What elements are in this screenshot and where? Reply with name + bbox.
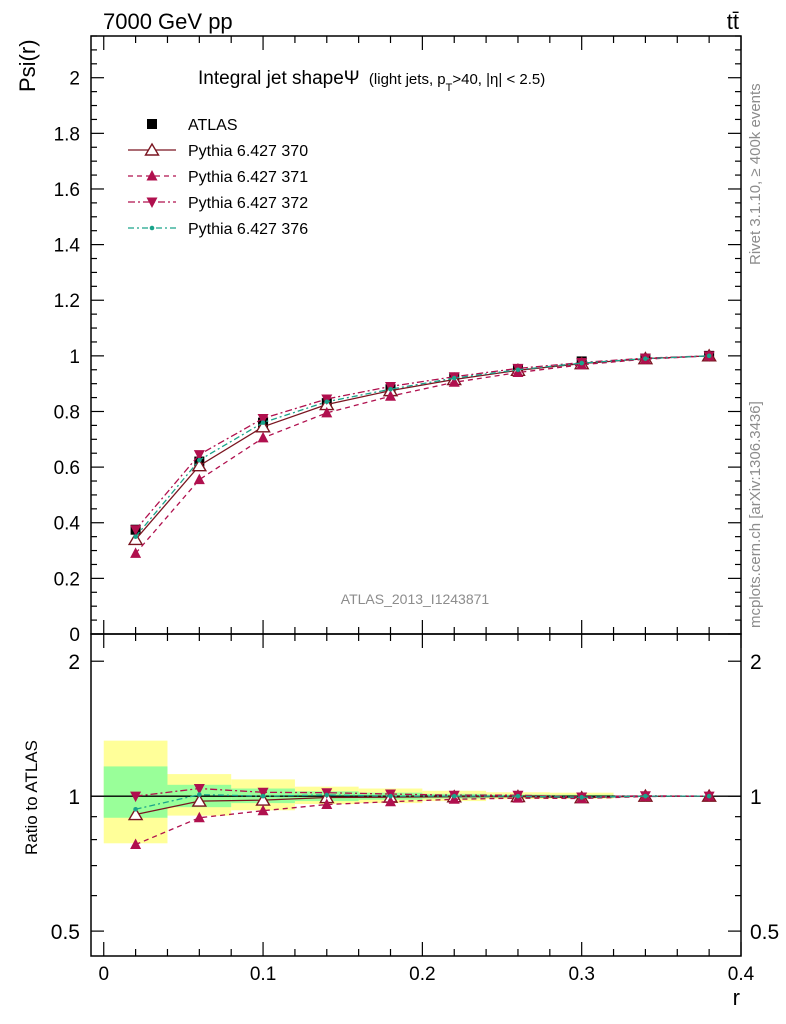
main-ytick-label: 1 xyxy=(69,347,80,368)
main-data-point xyxy=(515,367,521,373)
main-data-point xyxy=(324,399,330,405)
ratio-data-point xyxy=(579,795,584,800)
main-data-point xyxy=(388,386,393,392)
xtick-label: 0.2 xyxy=(409,964,435,985)
legend-marker xyxy=(146,170,158,181)
main-data-point xyxy=(579,360,584,366)
ratio-data-point xyxy=(257,787,269,799)
main-data-point xyxy=(643,356,648,361)
ratio-data-point xyxy=(191,793,208,807)
main-data-point xyxy=(451,375,457,381)
xtick-label: 0.1 xyxy=(250,964,276,985)
legend-label: Pythia 6.427 370 xyxy=(188,143,308,160)
legend-marker xyxy=(149,225,155,231)
ratio-series-line xyxy=(135,795,710,846)
main-series-line xyxy=(135,355,710,538)
main-ytick-label: 0 xyxy=(69,625,80,646)
ratio-ytick-label-right: 0.5 xyxy=(750,921,779,944)
main-data-point xyxy=(385,390,397,401)
legend-label: Pythia 6.427 372 xyxy=(188,195,308,212)
main-ytick-label: 1.6 xyxy=(54,180,80,201)
xtick-label: 0 xyxy=(98,964,109,985)
series-group xyxy=(127,348,717,850)
process-label: tt̄ xyxy=(727,9,739,34)
main-data-point xyxy=(255,419,271,433)
main-data-point xyxy=(130,547,142,558)
ratio-data-point xyxy=(706,793,712,799)
main-ytick-label: 0.4 xyxy=(54,514,81,535)
main-ytick-label: 1.2 xyxy=(54,291,80,312)
main-ylabel: Psi(r) xyxy=(15,39,40,92)
main-series-line xyxy=(135,355,710,540)
rivet-label: Rivet 3.1.10, ≥ 400k events xyxy=(747,83,764,265)
title-main: Integral jet shapeΨ xyxy=(198,68,360,89)
main-data-point xyxy=(257,413,269,425)
xtick-label: 0.4 xyxy=(728,964,755,985)
x-axis-label: r xyxy=(733,985,740,1010)
ratio-ytick-label: 2 xyxy=(68,651,80,674)
main-data-point xyxy=(193,450,205,461)
main-data-point xyxy=(197,457,202,463)
main-data-point xyxy=(706,353,712,359)
ratio-panel-frame xyxy=(90,633,742,957)
mcplots-label: mcplots.cern.ch [arXiv:1306.3436] xyxy=(747,401,764,628)
main-data-point xyxy=(191,458,208,472)
ratio-series-line xyxy=(135,793,710,810)
ratio-data-point xyxy=(324,792,330,798)
ratio-data-point xyxy=(197,792,202,797)
legend-label: Pythia 6.427 376 xyxy=(188,221,308,238)
ratio-data-point xyxy=(257,804,269,816)
main-ytick-label: 0.6 xyxy=(54,458,80,479)
ratio-data-point xyxy=(133,806,138,812)
ratio-series-line xyxy=(135,787,710,798)
ratio-data-point xyxy=(193,784,205,795)
ratio-data-point xyxy=(260,793,266,799)
energy-label: 7000 GeV pp xyxy=(103,9,233,34)
main-data-point xyxy=(257,431,269,443)
main-ytick-label: 1.8 xyxy=(54,124,80,145)
main-data-point xyxy=(321,406,333,418)
main-data-point xyxy=(133,534,138,539)
ratio-data-point xyxy=(321,798,333,810)
main-series-line xyxy=(135,355,710,554)
ratio-ytick-label: 1 xyxy=(68,786,80,809)
main-title: Integral jet shapeΨ (light jets, pT>40, … xyxy=(198,68,545,94)
ratio-data-point xyxy=(193,811,205,823)
xtick-label: 0.3 xyxy=(568,964,594,985)
ratio-ylabel: Ratio to ATLAS xyxy=(22,740,41,855)
legend-marker xyxy=(147,119,157,129)
main-data-point xyxy=(260,420,266,425)
main-ytick-label: 2 xyxy=(69,69,80,90)
legend-label: ATLAS xyxy=(188,117,238,134)
title-sub-subscript: T xyxy=(446,82,453,94)
axes: 0 0.2 0.4 0.6 0.8 1 1.2 1.4 1.6 1.8 2 0 0.1 0.2 0.3 0.4… xyxy=(51,35,779,985)
ratio-ytick-label-right: 1 xyxy=(750,786,762,809)
ratio-data-point xyxy=(385,795,397,807)
ratio-ytick-label: 0.5 xyxy=(51,921,80,944)
legend-label: Pythia 6.427 371 xyxy=(188,169,308,186)
legend-marker xyxy=(146,197,158,208)
ratio-data-point xyxy=(127,807,144,821)
main-data-point xyxy=(193,473,205,485)
main-ytick-label: 0.8 xyxy=(54,402,80,423)
main-ytick-label: 0.2 xyxy=(54,569,80,590)
analysis-label: ATLAS_2013_I1243871 xyxy=(341,591,490,607)
ratio-data-point xyxy=(130,791,142,803)
title-sub: (light jets, p xyxy=(369,71,446,88)
ratio-data-point xyxy=(388,793,393,799)
legend: ATLAS Pythia 6.427 370 Pythia 6.427 371 Pyt… xyxy=(128,117,308,238)
ratio-data-point xyxy=(451,793,457,799)
ratio-data-point xyxy=(515,793,521,799)
ratio-ytick-label-right: 2 xyxy=(750,651,762,674)
main-data-point xyxy=(130,525,142,536)
title-sub-rest: >40, |η| < 2.5) xyxy=(452,71,545,88)
ratio-data-point xyxy=(643,793,648,799)
legend-marker xyxy=(144,142,160,156)
main-series-line xyxy=(135,355,710,531)
ratio-data-point xyxy=(130,838,142,850)
main-ytick-label: 1.4 xyxy=(54,236,81,257)
